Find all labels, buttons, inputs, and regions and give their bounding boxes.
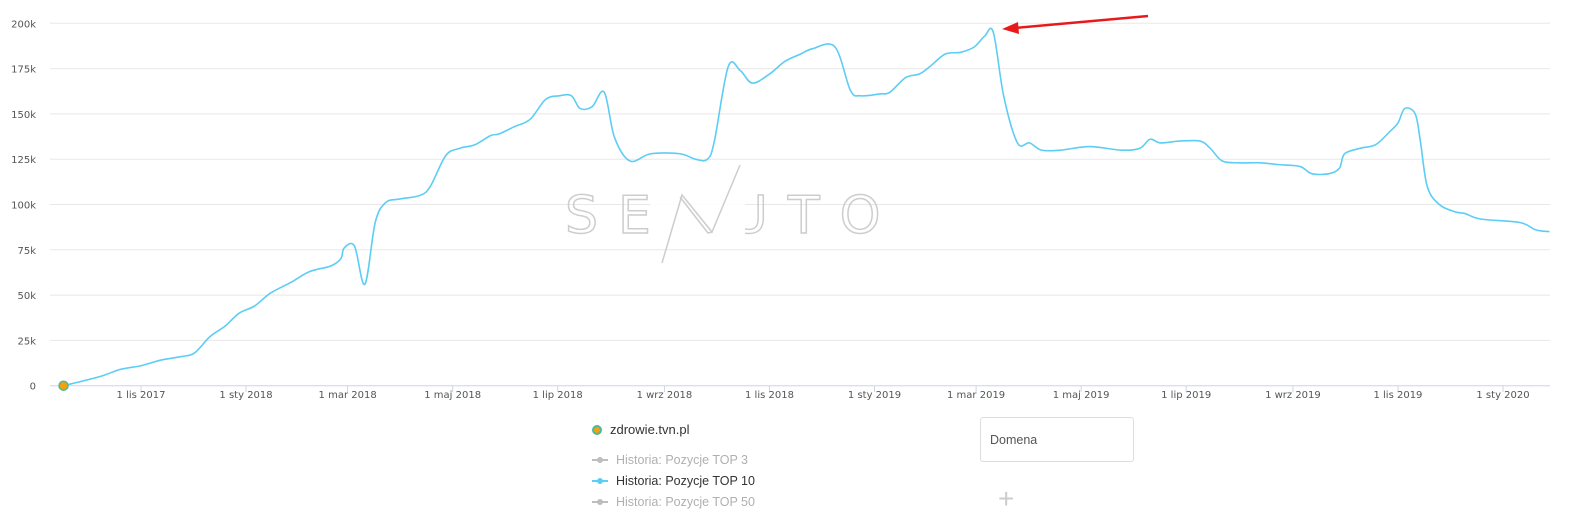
legend-label: Historia: Pozycje TOP 50 (616, 494, 755, 509)
chart: 1 lis 2017 1 sty 2018 1 mar 2018 1 maj 2018… (11, 14, 1550, 401)
domain-input[interactable] (980, 417, 1134, 462)
y-tick-label: 100k (11, 201, 36, 212)
x-tick-label: 1 maj 2019 (1053, 390, 1110, 401)
annotation-arrow (1002, 14, 1149, 34)
y-tick-label: 150k (11, 110, 36, 121)
series-line-top10[interactable] (63, 27, 1550, 387)
legend-domain[interactable]: zdrowie.tvn.pl (592, 422, 755, 437)
plus-icon: + (998, 483, 1015, 514)
x-tick-label: 1 lip 2018 (533, 390, 583, 401)
y-tick-label: 175k (11, 65, 36, 76)
add-domain-button[interactable]: + (998, 485, 1014, 513)
y-tick-label: 0 (30, 382, 36, 393)
y-tick-label: 50k (17, 291, 36, 302)
x-tick-label: 1 mar 2018 (319, 390, 377, 401)
x-axis: 1 lis 2017 1 sty 2018 1 mar 2018 1 maj 2018… (117, 386, 1530, 401)
x-tick-label: 1 wrz 2019 (1265, 390, 1321, 401)
y-tick-label: 25k (17, 336, 36, 347)
y-tick-label: 75k (17, 246, 36, 257)
x-tick-label: 1 sty 2018 (219, 390, 272, 401)
x-tick-label: 1 lis 2018 (745, 390, 794, 401)
grid (50, 22, 1550, 387)
x-tick-label: 1 lis 2019 (1373, 390, 1422, 401)
x-tick-label: 1 lis 2017 (117, 390, 166, 401)
x-tick-label: 1 sty 2019 (848, 390, 901, 401)
legend-label: Historia: Pozycje TOP 3 (616, 452, 749, 467)
y-tick-label: 200k (11, 19, 36, 30)
domain-start-marker[interactable] (58, 380, 69, 391)
x-tick-label: 1 sty 2020 (1476, 390, 1529, 401)
legend-item-top3[interactable]: Historia: Pozycje TOP 3 (592, 449, 755, 470)
legend-item-top10[interactable]: Historia: Pozycje TOP 10 (592, 470, 755, 491)
domain-dot-icon (592, 424, 602, 435)
legend-domain-label: zdrowie.tvn.pl (610, 422, 690, 437)
line-marker-icon (592, 498, 608, 505)
x-tick-label: 1 maj 2018 (424, 390, 481, 401)
legend-item-top50[interactable]: Historia: Pozycje TOP 50 (592, 491, 755, 512)
x-tick-label: 1 mar 2019 (947, 390, 1005, 401)
line-marker-icon (592, 456, 608, 463)
legend-label: Historia: Pozycje TOP 10 (616, 473, 755, 488)
watermark-logo: SENUTO (564, 164, 881, 264)
line-marker-icon (592, 477, 608, 484)
y-tick-label: 125k (11, 155, 36, 166)
legend: zdrowie.tvn.pl Historia: Pozycje TOP 3 H… (592, 422, 755, 512)
y-axis: 0 25k 50k 75k 100k 125k 150k 175k 200k (11, 19, 36, 392)
x-tick-label: 1 lip 2019 (1161, 390, 1211, 401)
x-tick-label: 1 wrz 2018 (637, 390, 693, 401)
